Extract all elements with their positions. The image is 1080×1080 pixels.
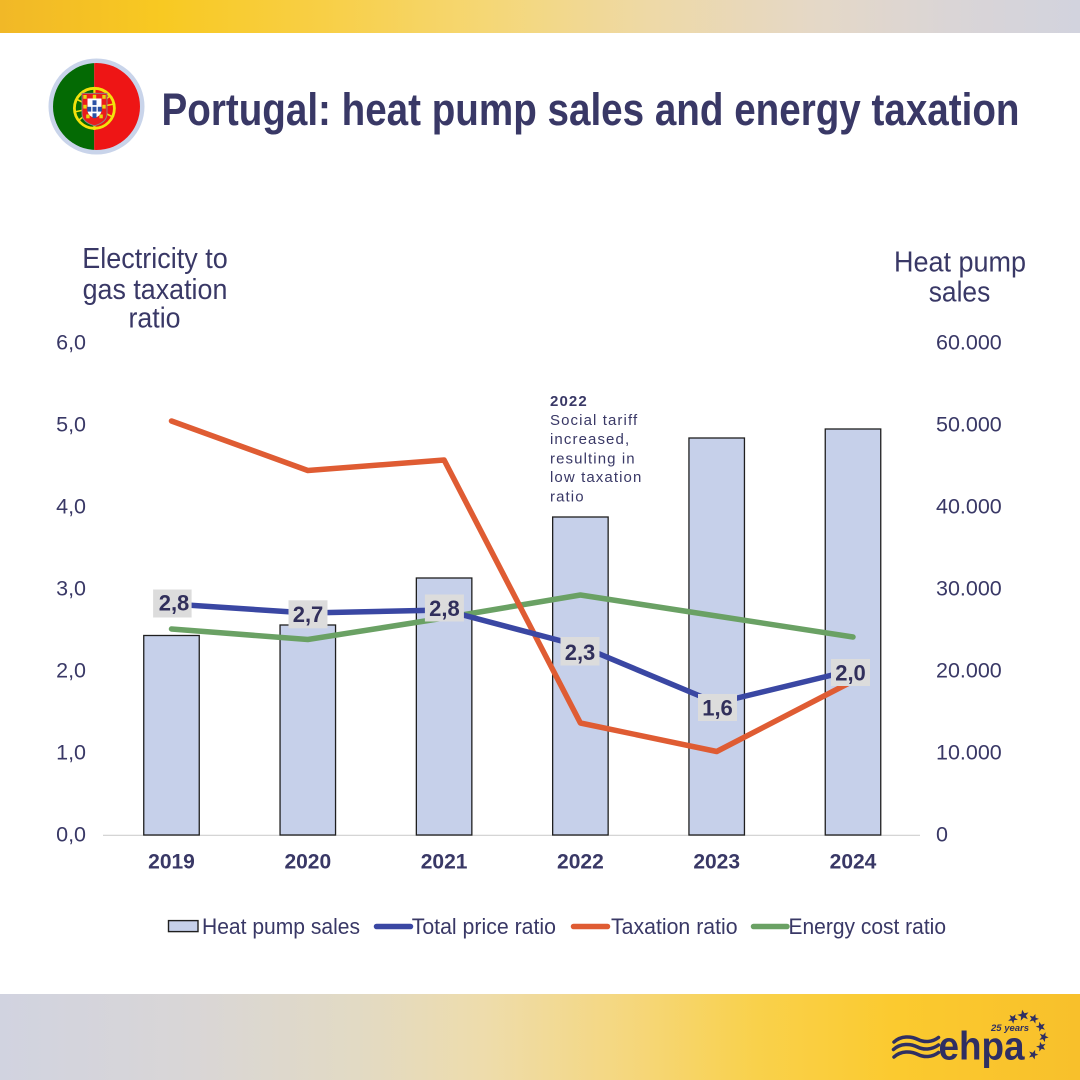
svg-text:gas taxation: gas taxation (83, 274, 228, 306)
svg-text:0,0: 0,0 (56, 823, 86, 847)
svg-text:Electricity to: Electricity to (82, 243, 227, 275)
svg-text:1,6: 1,6 (702, 696, 733, 721)
svg-text:25 years: 25 years (990, 1023, 1029, 1034)
svg-text:Heat pump: Heat pump (894, 247, 1026, 279)
svg-text:10.000: 10.000 (936, 741, 1002, 765)
svg-text:30.000: 30.000 (936, 577, 1002, 601)
svg-text:ratio: ratio (129, 303, 181, 335)
svg-text:low taxation: low taxation (550, 469, 642, 486)
svg-text:1,0: 1,0 (56, 741, 86, 765)
svg-text:2,8: 2,8 (159, 591, 190, 616)
svg-text:2,0: 2,0 (835, 661, 866, 686)
svg-text:ratio: ratio (550, 488, 585, 505)
svg-text:60.000: 60.000 (936, 331, 1002, 355)
svg-text:6,0: 6,0 (56, 331, 86, 355)
svg-text:2020: 2020 (284, 851, 331, 874)
svg-text:50.000: 50.000 (936, 413, 1002, 437)
svg-text:2024: 2024 (830, 851, 877, 874)
svg-text:2022: 2022 (557, 851, 604, 874)
svg-text:Social tariff: Social tariff (550, 412, 638, 429)
svg-text:4,0: 4,0 (56, 495, 86, 519)
svg-text:Taxation ratio: Taxation ratio (611, 914, 738, 939)
svg-text:3,0: 3,0 (56, 577, 86, 601)
svg-text:sales: sales (929, 277, 991, 309)
svg-text:Heat pump sales: Heat pump sales (202, 914, 360, 939)
svg-text:2023: 2023 (693, 851, 740, 874)
svg-text:increased,: increased, (550, 431, 630, 448)
svg-text:Energy cost ratio: Energy cost ratio (789, 914, 947, 939)
svg-text:2,0: 2,0 (56, 659, 86, 683)
svg-text:40.000: 40.000 (936, 495, 1002, 519)
svg-text:0: 0 (936, 823, 948, 847)
svg-text:Portugal: heat pump sales and: Portugal: heat pump sales and energy tax… (162, 84, 1020, 135)
svg-text:ehpa: ehpa (939, 1025, 1026, 1069)
svg-text:5,0: 5,0 (56, 413, 86, 437)
svg-text:2,8: 2,8 (429, 596, 460, 621)
svg-text:resulting in: resulting in (550, 450, 636, 467)
svg-text:2,3: 2,3 (565, 640, 596, 665)
svg-text:2019: 2019 (148, 851, 195, 874)
svg-text:2,7: 2,7 (293, 602, 324, 627)
svg-text:2021: 2021 (421, 851, 468, 874)
svg-text:20.000: 20.000 (936, 659, 1002, 683)
svg-text:Total price ratio: Total price ratio (412, 914, 556, 939)
svg-text:2022: 2022 (550, 393, 588, 410)
